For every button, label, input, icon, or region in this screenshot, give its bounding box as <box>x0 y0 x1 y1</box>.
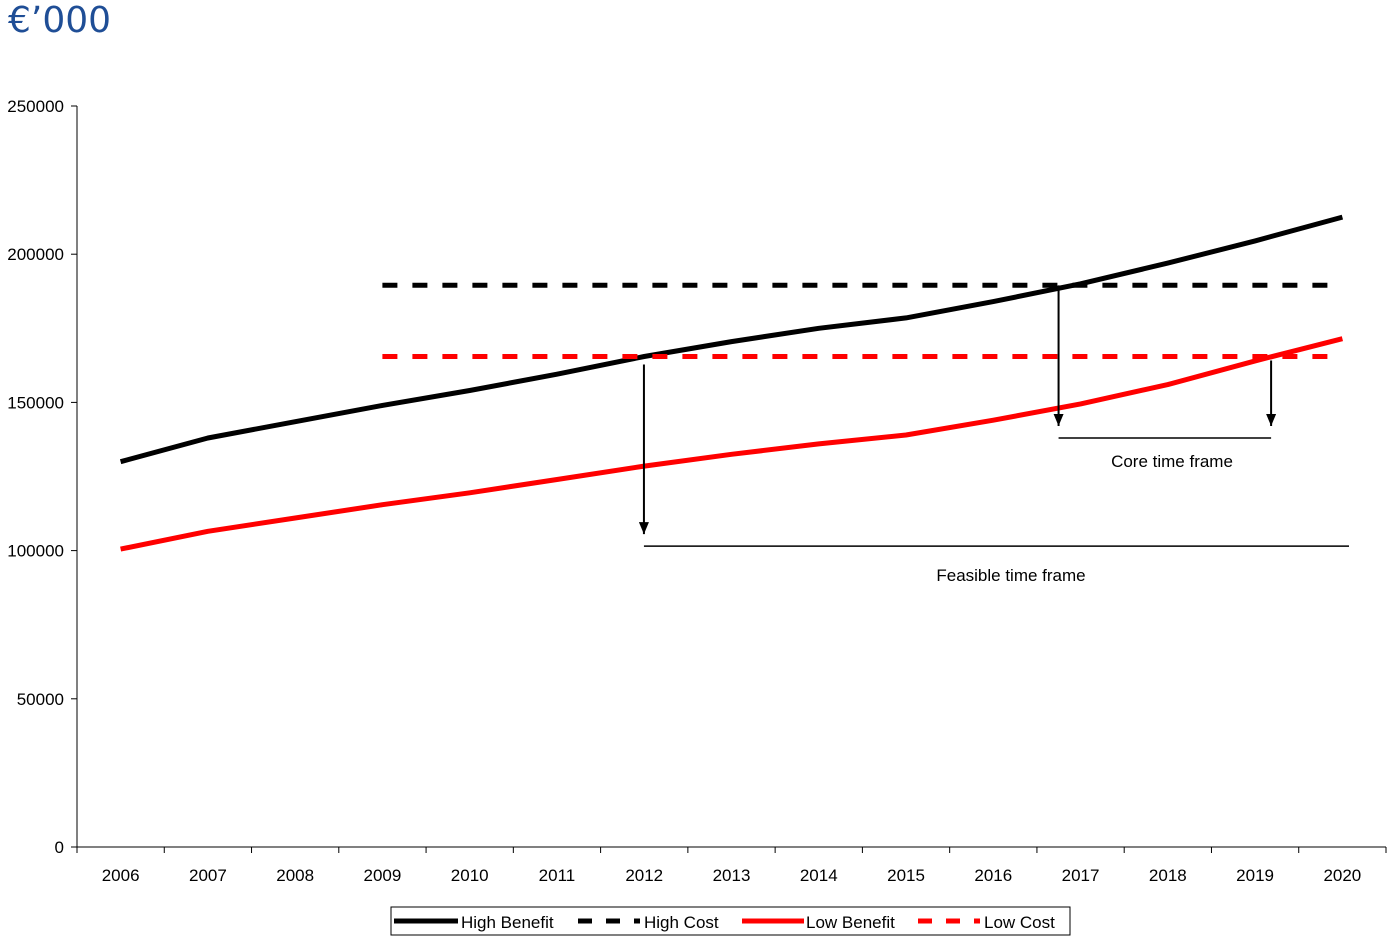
series-layer <box>119 214 1344 552</box>
x-tick-label: 2013 <box>713 866 751 885</box>
y-tick-label: 250000 <box>7 97 64 116</box>
x-tick-label: 2012 <box>625 866 663 885</box>
annotation-layer: Core time frame Feasible time frame <box>638 285 1349 585</box>
x-tick-label: 2019 <box>1236 866 1274 885</box>
x-tick-label: 2015 <box>887 866 925 885</box>
legend-label: Low Benefit <box>806 913 895 932</box>
series-line-low-benefit <box>120 336 1344 552</box>
series-line-high-benefit <box>119 214 1344 465</box>
axes: 0 50000 100000 150000 200000 250000 2006 2007 20… <box>7 97 1387 885</box>
y-tick-label: 100000 <box>7 542 64 561</box>
x-tick-label: 2007 <box>189 866 227 885</box>
unit-title: €’000 <box>8 0 112 41</box>
legend: High Benefit High Cost Low Benefit Low Cost <box>390 906 1071 936</box>
x-tick-label: 2020 <box>1323 866 1361 885</box>
legend-label: Low Cost <box>984 913 1055 932</box>
x-tick-label: 2008 <box>276 866 314 885</box>
x-tick-label: 2014 <box>800 866 838 885</box>
x-tick-label: 2006 <box>102 866 140 885</box>
x-tick-label: 2011 <box>539 866 576 885</box>
core-time-frame-label: Core time frame <box>1111 452 1233 471</box>
x-tick-label: 2010 <box>451 866 489 885</box>
y-tick-label: 200000 <box>7 245 64 264</box>
legend-label: High Benefit <box>461 913 554 932</box>
y-tick-label: 50000 <box>17 690 64 709</box>
legend-label: High Cost <box>644 913 719 932</box>
x-tick-label: 2009 <box>364 866 402 885</box>
y-tick-label: 150000 <box>7 393 64 412</box>
y-tick-label: 0 <box>55 838 64 857</box>
feasible-time-frame-label: Feasible time frame <box>936 566 1085 585</box>
x-tick-label: 2018 <box>1149 866 1187 885</box>
x-tick-label: 2016 <box>974 866 1012 885</box>
x-tick-label: 2017 <box>1062 866 1100 885</box>
